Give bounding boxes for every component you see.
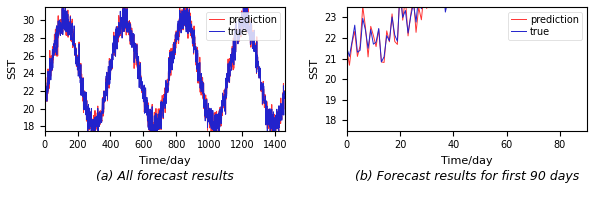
prediction xyxy=(269,126,277,128)
prediction xyxy=(418,19,425,21)
prediction xyxy=(346,64,353,66)
prediction xyxy=(170,48,178,51)
Legend: prediction, true: prediction, true xyxy=(508,12,582,40)
prediction xyxy=(41,94,49,97)
Text: (b) Forecast results for first 90 days: (b) Forecast results for first 90 days xyxy=(355,170,579,183)
Y-axis label: SST: SST xyxy=(309,58,319,79)
true xyxy=(375,27,382,30)
true xyxy=(269,124,277,127)
prediction xyxy=(147,143,154,146)
true xyxy=(148,115,155,117)
prediction xyxy=(343,48,350,50)
Line: prediction: prediction xyxy=(45,0,284,145)
prediction xyxy=(162,86,169,89)
Text: (a) All forecast results: (a) All forecast results xyxy=(96,170,233,183)
prediction xyxy=(238,16,245,19)
true xyxy=(151,144,158,146)
Legend: prediction, true: prediction, true xyxy=(206,12,280,40)
Y-axis label: SST: SST xyxy=(7,58,17,79)
prediction xyxy=(378,61,385,63)
prediction xyxy=(139,95,146,97)
true xyxy=(139,97,146,100)
true xyxy=(281,94,288,96)
prediction xyxy=(148,125,155,127)
true xyxy=(343,47,350,49)
prediction xyxy=(281,90,288,92)
true xyxy=(170,44,178,47)
X-axis label: Time/day: Time/day xyxy=(441,156,493,166)
true xyxy=(418,8,425,10)
true xyxy=(41,94,49,96)
true xyxy=(378,61,385,63)
Line: true: true xyxy=(45,0,284,145)
X-axis label: Time/day: Time/day xyxy=(139,156,190,166)
true xyxy=(238,19,245,22)
Line: true: true xyxy=(347,0,584,62)
Line: prediction: prediction xyxy=(347,0,584,65)
true xyxy=(162,87,169,89)
